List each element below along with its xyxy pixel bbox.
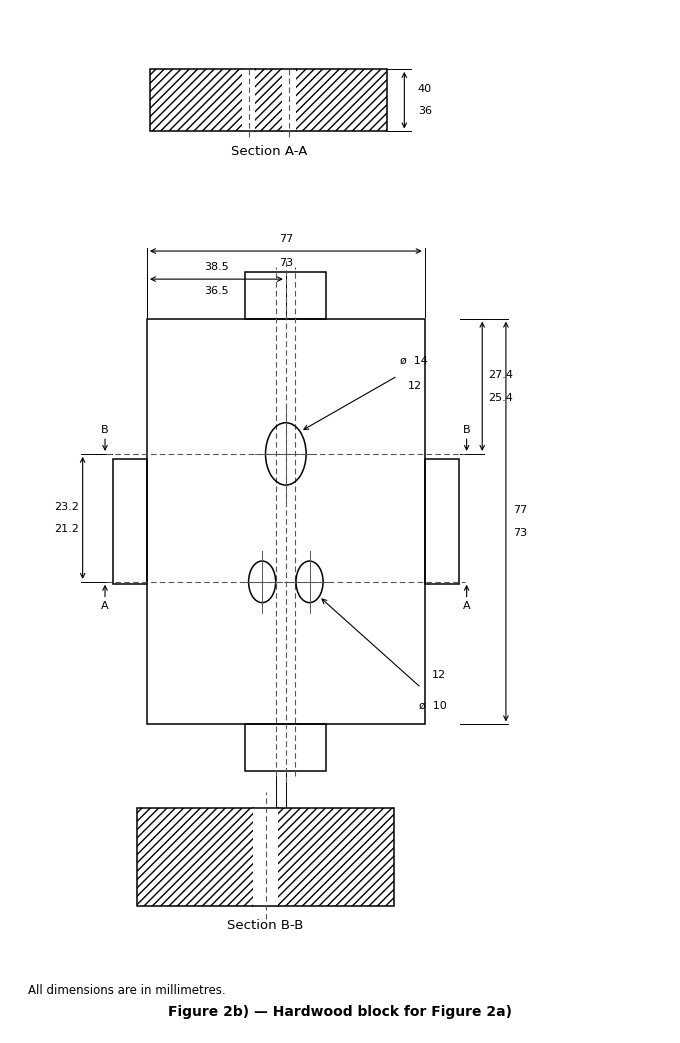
Bar	[282, 69, 296, 131]
Text: 36.5: 36.5	[204, 287, 228, 296]
Bar	[424, 459, 458, 584]
Text: 23.2: 23.2	[269, 835, 294, 846]
Bar	[137, 807, 394, 906]
Text: 25.4: 25.4	[488, 392, 513, 403]
Text: Section A-A: Section A-A	[231, 145, 307, 157]
Text: 73: 73	[279, 259, 293, 268]
Text: ø  14: ø 14	[400, 356, 428, 365]
Text: Figure 2b) — Hardwood block for Figure 2a): Figure 2b) — Hardwood block for Figure 2…	[168, 1004, 512, 1019]
Text: 73: 73	[513, 528, 527, 538]
Text: B: B	[101, 426, 109, 435]
Text: 27.4: 27.4	[488, 370, 513, 380]
Text: 21.2: 21.2	[269, 811, 294, 821]
Text: 12: 12	[431, 670, 445, 680]
Text: All dimensions are in millimetres.: All dimensions are in millimetres.	[29, 985, 226, 997]
Text: 36: 36	[418, 106, 432, 117]
Bar	[113, 459, 147, 584]
Bar	[242, 69, 256, 131]
Bar	[147, 319, 424, 724]
Text: 77: 77	[513, 505, 527, 515]
Bar	[245, 724, 326, 771]
Text: ø  10: ø 10	[420, 701, 447, 710]
Bar	[137, 807, 394, 906]
Bar	[150, 69, 388, 131]
Bar	[245, 272, 326, 319]
Text: 21.2: 21.2	[54, 524, 80, 534]
Bar	[150, 69, 388, 131]
Text: A: A	[463, 601, 471, 610]
Text: A: A	[101, 601, 109, 610]
Text: 77: 77	[279, 234, 293, 244]
Text: 23.2: 23.2	[54, 502, 80, 512]
Bar	[254, 807, 277, 906]
Text: Section B-B: Section B-B	[227, 919, 304, 931]
Text: 40: 40	[418, 84, 432, 94]
Text: 12: 12	[408, 381, 422, 391]
Text: B: B	[463, 426, 471, 435]
Text: 38.5: 38.5	[204, 262, 228, 272]
